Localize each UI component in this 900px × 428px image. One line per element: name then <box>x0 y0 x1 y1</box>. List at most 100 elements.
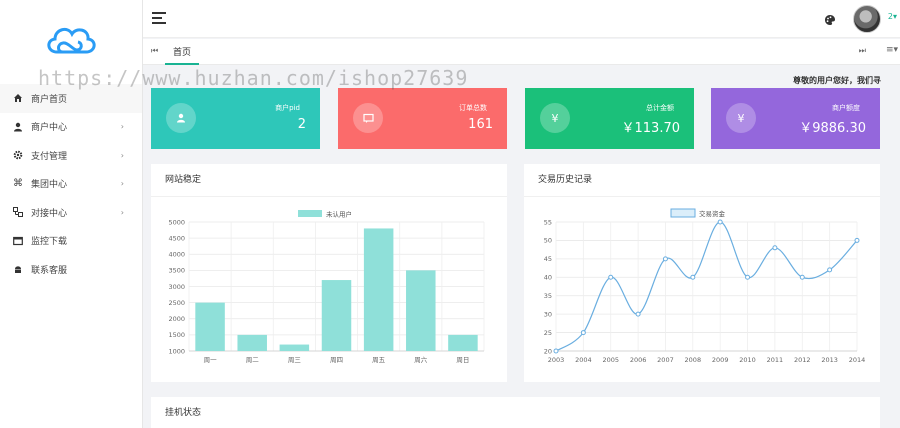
sidebar-item-home[interactable]: 商户首页 <box>0 84 142 113</box>
sidebar-item-label: 监控下载 <box>31 237 68 248</box>
y-tick-label: 40 <box>544 274 552 282</box>
y-tick-label: 5000 <box>168 218 185 226</box>
stat-card-pid: 商户pid 2 <box>151 88 320 149</box>
line-chart: 交易资金 20 25 30 35 40 45 50 55 2003 2004 2005 2006 2007… <box>544 208 866 364</box>
data-point <box>827 267 833 273</box>
chevron-right-icon: › <box>120 150 124 160</box>
menu-toggle-icon[interactable] <box>152 12 166 24</box>
y-tick-label: 25 <box>544 329 552 337</box>
y-tick-label: 2500 <box>168 299 185 307</box>
legend-swatch <box>670 208 696 218</box>
cloud-logo-icon <box>47 27 96 54</box>
sidebar-item-group[interactable]: ⌘ 集团中心 › <box>0 170 142 199</box>
stat-value: 2 <box>297 117 306 132</box>
x-tick-label: 2003 <box>548 356 565 364</box>
data-point <box>580 330 586 336</box>
x-tick-label: 周六 <box>414 355 428 364</box>
panel-title: 网站稳定 <box>151 164 507 197</box>
y-tick-label: 3000 <box>168 283 185 291</box>
x-tick-label: 2013 <box>821 356 838 364</box>
y-tick-label: 20 <box>544 347 552 355</box>
chevron-right-icon: › <box>120 122 124 132</box>
window-icon <box>12 235 24 247</box>
data-point <box>662 256 668 262</box>
user-icon <box>12 121 24 133</box>
yen-icon: ¥ <box>726 103 756 133</box>
trade-history-panel: 交易历史记录 交易资金 20 25 30 35 40 45 50 55 2003 2004 2005 2… <box>524 164 880 382</box>
data-point <box>854 237 860 243</box>
sidebar-item-label: 集团中心 <box>31 180 68 191</box>
tab-scroll-left-icon[interactable]: ⏮ <box>151 46 159 55</box>
chevron-right-icon: › <box>120 179 124 189</box>
x-tick-label: 周三 <box>288 356 302 364</box>
panel-title: 挂机状态 <box>165 408 202 418</box>
user-dropdown[interactable]: 2▾ <box>887 12 897 21</box>
sidebar: 商户首页 商户中心 › 支付管理 › ⌘ 集团中心 › 对接中心 › 监控下载 <box>0 0 143 428</box>
x-tick-label: 2007 <box>657 356 674 364</box>
stat-card-balance: ¥ 商户额度 ￥9886.30 <box>711 88 880 149</box>
sidebar-item-merchant-center[interactable]: 商户中心 › <box>0 113 142 142</box>
tab-home[interactable]: 首页 <box>165 39 200 65</box>
chevron-right-icon: › <box>120 207 124 217</box>
y-tick-label: 1000 <box>168 347 185 355</box>
x-tick-label: 周日 <box>456 356 469 364</box>
x-tick-label: 周一 <box>204 356 218 364</box>
sidebar-item-support[interactable]: 联系客服 <box>0 255 142 284</box>
palette-icon[interactable] <box>824 11 836 30</box>
x-tick-label: 2009 <box>712 356 729 364</box>
bar <box>321 280 352 351</box>
command-icon: ⌘ <box>13 178 23 190</box>
bar <box>237 334 267 351</box>
stat-value: ￥9886.30 <box>799 121 866 136</box>
sidebar-item-integration[interactable]: 对接中心 › <box>0 198 142 227</box>
avatar[interactable] <box>853 5 881 33</box>
stat-value: ￥113.70 <box>621 121 681 136</box>
sidebar-item-label: 商户首页 <box>31 94 68 105</box>
stat-card-total-amount: ¥ 总计金额 ￥113.70 <box>525 88 694 149</box>
x-tick-label: 2012 <box>794 356 811 364</box>
stat-card-orders: 订单总数 161 <box>338 88 507 149</box>
x-tick-label: 周四 <box>330 356 343 364</box>
data-point <box>690 274 696 280</box>
stat-label: 商户额度 <box>832 104 860 112</box>
y-tick-label: 4500 <box>168 234 185 242</box>
data-point <box>799 274 805 280</box>
panel-title: 交易历史记录 <box>524 164 880 197</box>
sidebar-item-label: 对接中心 <box>31 208 68 219</box>
stat-label: 总计金额 <box>646 104 674 112</box>
x-tick-label: 2014 <box>849 356 866 364</box>
site-stability-panel: 网站稳定 未认用户 1000 1500 2000 2500 3000 3500 4000 450… <box>151 164 507 382</box>
x-tick-label: 2006 <box>630 356 647 364</box>
tabbar: ⏮ 首页 ⏭ ≡▾ <box>143 39 900 65</box>
gear-icon <box>12 149 24 161</box>
tab-scroll-right-icon[interactable]: ⏭ <box>858 46 866 55</box>
x-tick-label: 2011 <box>767 356 784 364</box>
message-icon <box>353 103 383 133</box>
tab-options-icon[interactable]: ≡▾ <box>885 45 898 55</box>
x-tick-label: 2008 <box>685 356 702 364</box>
stat-value: 161 <box>468 117 493 132</box>
data-point <box>772 245 778 251</box>
sidebar-item-payment[interactable]: 支付管理 › <box>0 141 142 170</box>
bar <box>195 302 225 351</box>
x-tick-label: 2005 <box>602 356 619 364</box>
logo <box>0 0 142 80</box>
sidebar-item-download[interactable]: 监控下载 <box>0 227 142 256</box>
data-point <box>745 274 751 280</box>
x-tick-label: 2010 <box>739 356 756 364</box>
watermark-text: https://www.huzhan.com/ishop27639 <box>38 66 469 90</box>
y-tick-label: 55 <box>544 218 552 226</box>
bar-chart: 未认用户 1000 1500 2000 2500 3000 3500 4000 4500 5000… <box>168 210 485 364</box>
y-tick-label: 50 <box>544 237 552 245</box>
sidebar-menu: 商户首页 商户中心 › 支付管理 › ⌘ 集团中心 › 对接中心 › 监控下载 <box>0 84 142 284</box>
bar <box>448 334 478 351</box>
series-line <box>555 221 858 352</box>
greeting-text: 尊敬的用户您好，我们寻 <box>793 76 881 85</box>
x-tick-label: 周五 <box>372 356 386 364</box>
sidebar-item-label: 支付管理 <box>31 151 68 162</box>
y-tick-label: 1500 <box>168 331 185 339</box>
stat-label: 订单总数 <box>459 104 487 112</box>
hosting-status-panel: 挂机状态 <box>151 397 880 428</box>
user-icon <box>166 103 196 133</box>
stat-label: 商户pid <box>275 104 300 112</box>
